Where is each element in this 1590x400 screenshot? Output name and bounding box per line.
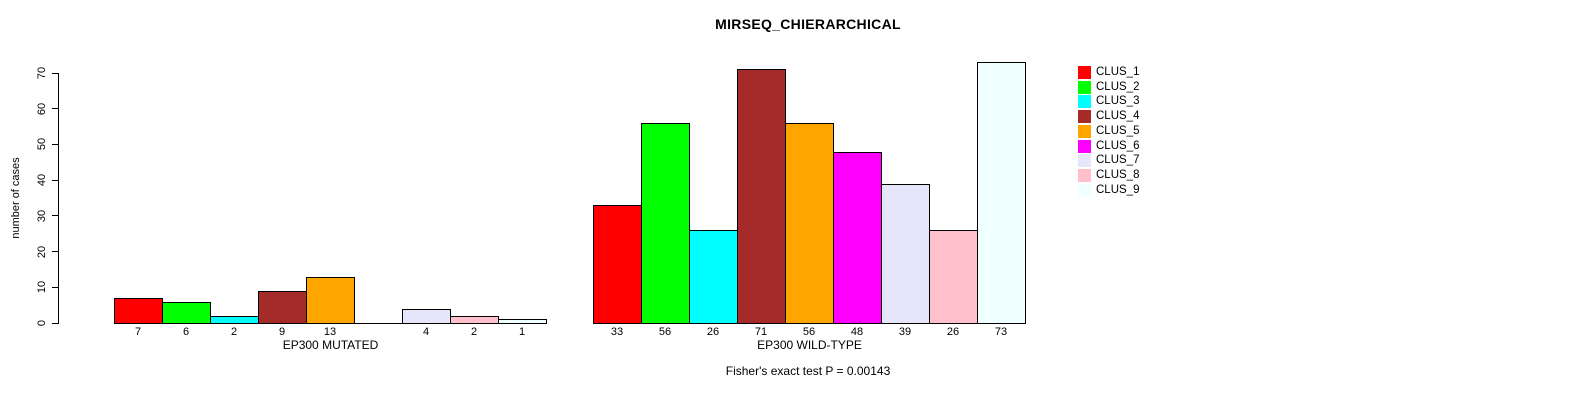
bar-value-label: 33	[610, 326, 624, 338]
legend-swatch-clus_4	[1078, 110, 1091, 124]
legend-swatch-clus_7	[1078, 154, 1091, 168]
bar-clus_6-wild-type	[833, 152, 882, 324]
bar-clus_4-wild-type	[737, 69, 786, 324]
legend-swatch-clus_5	[1078, 124, 1091, 138]
bar-value-label: 13	[323, 326, 337, 338]
y-tick-mark	[52, 108, 58, 110]
chart-title: MIRSEQ_CHIERARCHICAL	[715, 16, 901, 32]
bar-clus_2-wild-type	[641, 123, 690, 324]
legend-label-clus_1: CLUS_1	[1096, 66, 1140, 78]
bar-value-label: 9	[278, 326, 286, 338]
bar-value-label: 1	[518, 326, 526, 338]
y-tick-label: 60	[36, 102, 48, 115]
bar-value-label: 71	[754, 326, 768, 338]
legend-swatch-clus_2	[1078, 80, 1091, 94]
bar-clus_7-wild-type	[881, 184, 930, 324]
y-axis-line	[58, 73, 59, 324]
legend-label-clus_5: CLUS_5	[1096, 124, 1140, 137]
bar-value-label: 73	[994, 326, 1008, 338]
bar-clus_9-mutated	[498, 319, 547, 324]
bar-clus_9-wild-type	[977, 62, 1026, 324]
legend-label-clus_6: CLUS_6	[1096, 139, 1140, 152]
bar-clus_4-mutated	[258, 291, 307, 324]
y-tick-label: 40	[36, 174, 48, 187]
legend-swatch-clus_8	[1078, 168, 1091, 182]
bar-clus_7-mutated	[402, 309, 451, 324]
y-tick-label: 0	[36, 319, 48, 327]
y-tick-label: 30	[36, 209, 48, 222]
bar-clus_3-wild-type	[689, 230, 738, 324]
legend-swatch-clus_3	[1078, 95, 1091, 109]
bar-clus_2-mutated	[162, 302, 211, 324]
y-tick-mark	[52, 179, 58, 181]
x-axis-label-ep300-mutated: EP300 MUTATED	[282, 338, 379, 352]
bar-value-label: 6	[182, 326, 190, 338]
bar-value-label: 48	[850, 326, 864, 338]
y-tick-label: 20	[36, 245, 48, 258]
y-axis-title: number of cases	[10, 157, 22, 239]
bar-clus_1-mutated	[114, 298, 163, 324]
y-tick-mark	[52, 215, 58, 217]
bar-value-label: 4	[422, 326, 430, 338]
bar-value-label: 26	[946, 326, 960, 338]
legend-label-clus_8: CLUS_8	[1096, 168, 1140, 181]
y-tick-label: 70	[36, 66, 48, 80]
legend-label-clus_7: CLUS_7	[1096, 154, 1140, 167]
bar-clus_3-mutated	[210, 316, 259, 324]
y-tick-label: 10	[36, 281, 48, 294]
bar-clus_5-mutated	[306, 277, 355, 324]
y-tick-mark	[52, 72, 58, 74]
legend-swatch-clus_9	[1078, 183, 1091, 197]
bar-clus_1-wild-type	[593, 205, 642, 324]
y-tick-mark	[52, 143, 58, 145]
bar-value-label: 7	[134, 326, 142, 338]
legend-label-clus_2: CLUS_2	[1096, 80, 1140, 93]
bar-value-label: 39	[898, 326, 912, 338]
bar-value-label: 2	[230, 326, 238, 338]
bar-clus_5-wild-type	[785, 123, 834, 324]
bar-clus_8-wild-type	[929, 230, 978, 324]
legend-label-clus_9: CLUS_9	[1096, 183, 1140, 196]
y-tick-label: 50	[36, 138, 48, 151]
bar-clus_8-mutated	[450, 316, 499, 324]
legend-swatch-clus_6	[1078, 139, 1091, 153]
bar-value-label: 26	[706, 326, 720, 338]
bar-value-label: 56	[802, 326, 816, 338]
x-axis-label-ep300-wild-type: EP300 WILD-TYPE	[757, 338, 862, 352]
legend-label-clus_3: CLUS_3	[1096, 95, 1140, 108]
bar-value-label: 56	[658, 326, 672, 338]
fisher-test-annotation: Fisher's exact test P = 0.00143	[725, 364, 891, 378]
legend-label-clus_4: CLUS_4	[1096, 110, 1140, 123]
y-tick-mark	[52, 251, 58, 253]
y-tick-mark	[52, 286, 58, 288]
legend-swatch-clus_1	[1078, 66, 1091, 79]
bar-value-label: 2	[470, 326, 478, 338]
y-tick-mark	[52, 322, 58, 324]
